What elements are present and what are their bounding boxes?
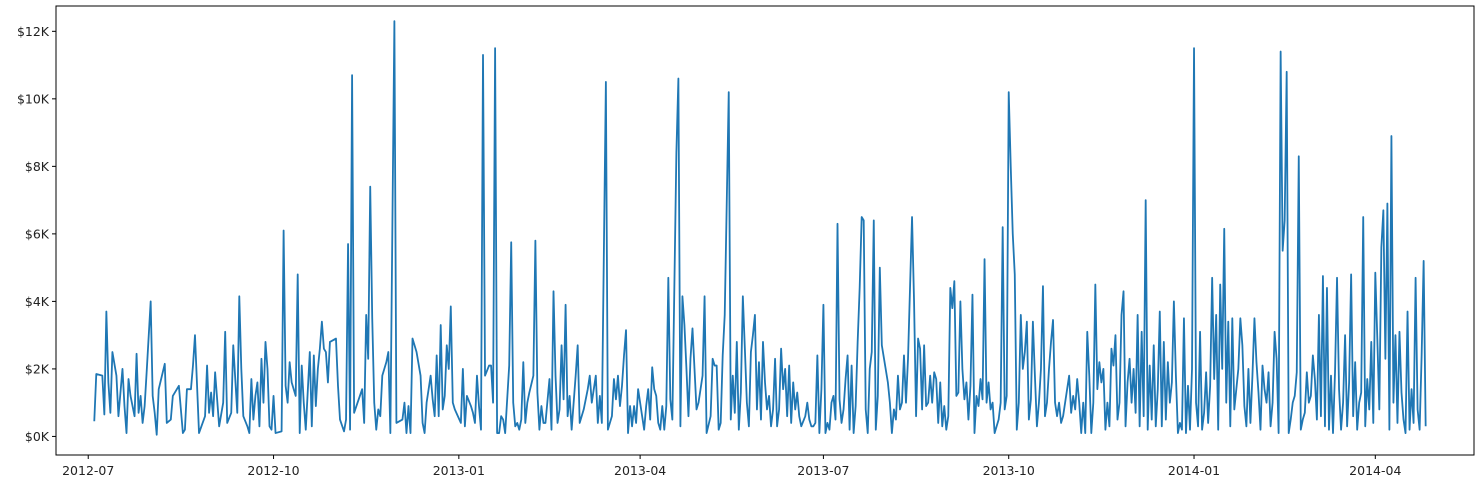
x-tick-label: 2014-04 bbox=[1349, 463, 1401, 478]
plot-area bbox=[56, 6, 1474, 455]
y-tick-label: $0K bbox=[25, 429, 50, 444]
x-tick-label: 2014-01 bbox=[1168, 463, 1220, 478]
x-tick-label: 2013-10 bbox=[983, 463, 1035, 478]
x-tick-label: 2012-10 bbox=[247, 463, 299, 478]
y-tick-label: $10K bbox=[17, 91, 50, 106]
x-tick-label: 2013-01 bbox=[433, 463, 485, 478]
x-tick-label: 2013-04 bbox=[614, 463, 666, 478]
axes-frame bbox=[55, 5, 1475, 456]
y-tick-label: $4K bbox=[25, 294, 50, 309]
y-tick-label: $6K bbox=[25, 226, 50, 241]
y-tick-label: $2K bbox=[25, 361, 50, 376]
series-line-0 bbox=[93, 20, 1427, 436]
y-tick-label: $8K bbox=[25, 159, 50, 174]
x-tick-label: 2013-07 bbox=[797, 463, 849, 478]
axes: $0K $2K $4K $6K $8K $10K $12K 2012-07 2012-10 201… bbox=[17, 5, 1475, 478]
x-tick-label: 2012-07 bbox=[62, 463, 114, 478]
y-tick-label: $12K bbox=[17, 24, 50, 39]
